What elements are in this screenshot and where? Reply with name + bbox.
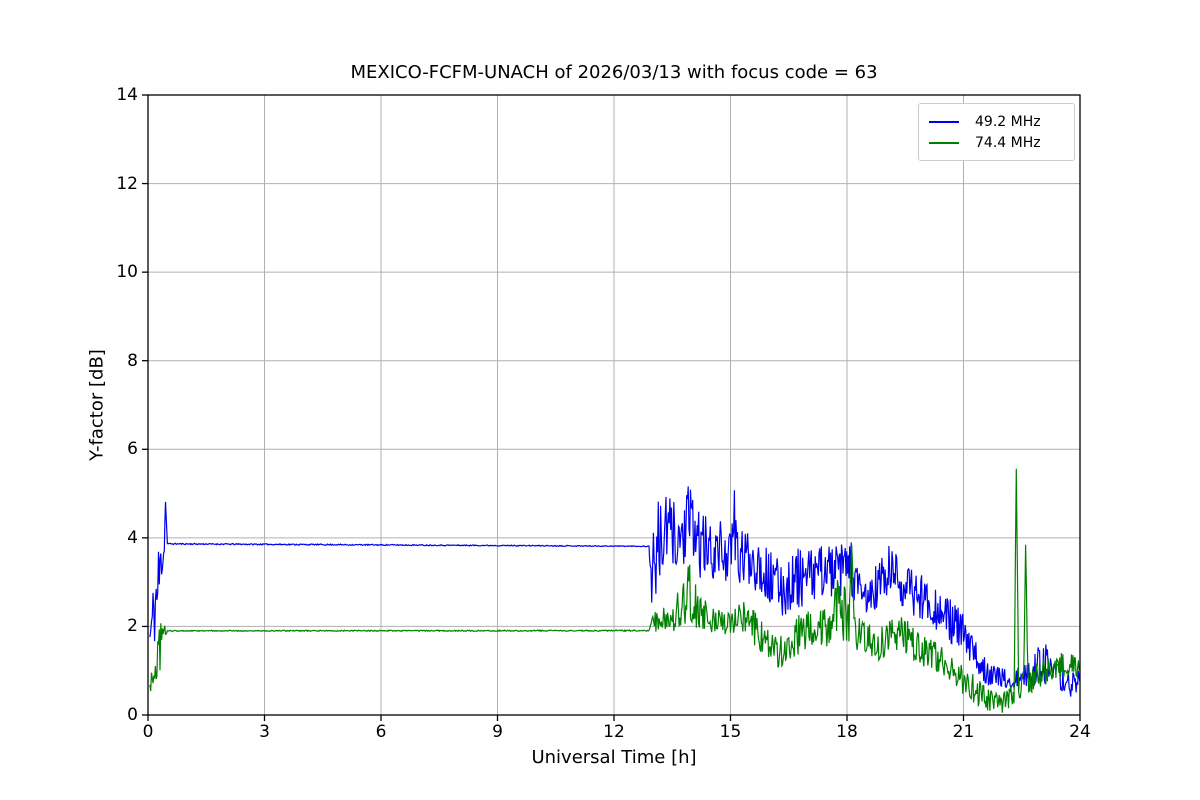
x-tick-label: 3 xyxy=(259,722,270,742)
series-line-49-2mhz xyxy=(149,486,1081,697)
x-tick-label: 0 xyxy=(142,722,154,742)
legend-label: 74.4 MHz xyxy=(975,134,1041,151)
series-line-74-4mhz xyxy=(149,468,1081,713)
legend-line-sample-blue xyxy=(929,120,959,123)
y-tick-label: 0 xyxy=(127,705,138,725)
x-tick-label: 21 xyxy=(952,722,975,742)
legend: 49.2 MHz 74.4 MHz xyxy=(918,103,1075,161)
x-tick-label: 24 xyxy=(1069,722,1091,742)
chart-title: MEXICO-FCFM-UNACH of 2026/03/13 with foc… xyxy=(350,62,878,83)
y-tick-label: 2 xyxy=(127,616,138,637)
x-tick-label: 18 xyxy=(836,722,858,742)
legend-item-49-2mhz: 49.2 MHz xyxy=(929,111,1064,132)
legend-line-sample-green xyxy=(929,141,959,144)
y-tick-label: 4 xyxy=(127,527,138,548)
y-tick-label: 12 xyxy=(116,173,138,194)
x-tick-label: 12 xyxy=(603,722,625,742)
y-tick-label: 8 xyxy=(127,350,138,371)
y-tick-label: 14 xyxy=(116,85,138,105)
x-tick-label: 9 xyxy=(492,722,503,742)
x-tick-label: 15 xyxy=(719,722,742,742)
x-tick-label: 6 xyxy=(375,722,387,742)
legend-label: 49.2 MHz xyxy=(975,113,1041,130)
x-axis-label: Universal Time [h] xyxy=(531,747,697,768)
y-tick-label: 6 xyxy=(127,439,138,460)
legend-item-74-4mhz: 74.4 MHz xyxy=(929,132,1064,153)
y-tick-label: 10 xyxy=(116,262,138,283)
